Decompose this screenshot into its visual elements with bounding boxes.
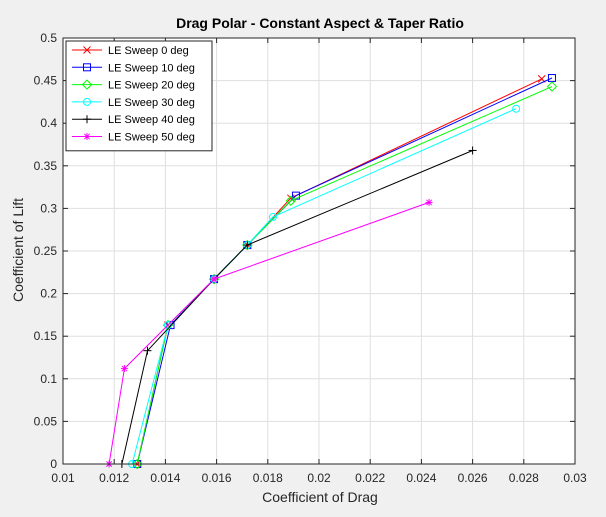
legend-label: LE Sweep 20 deg <box>108 80 195 92</box>
legend-marker <box>81 79 93 90</box>
chart-title: Drag Polar - Constant Aspect & Taper Rat… <box>176 15 464 31</box>
y-tick-label: 0 <box>50 457 57 471</box>
legend-marker <box>83 97 91 106</box>
x-axis-label: Coefficient of Drag <box>262 489 378 505</box>
y-tick-label: 0.05 <box>34 414 58 428</box>
data-point <box>268 212 277 221</box>
data-point <box>512 104 521 113</box>
legend-entry: LE Sweep 0 deg <box>72 45 189 57</box>
legend-marker <box>83 133 91 140</box>
data-point <box>120 365 128 373</box>
x-tick-label: 0.014 <box>150 471 180 485</box>
legend-entry: LE Sweep 10 deg <box>72 62 195 74</box>
x-tick-label: 0.03 <box>563 471 587 485</box>
legend-marker <box>83 46 91 54</box>
y-tick-label: 0.45 <box>34 74 58 88</box>
legend-entry: LE Sweep 20 deg <box>72 79 195 92</box>
legend-entry: LE Sweep 40 deg <box>72 114 195 126</box>
data-point <box>286 194 295 203</box>
data-point <box>132 458 143 470</box>
data-point <box>285 195 297 206</box>
data-point <box>210 275 218 283</box>
x-tick-label: 0.018 <box>253 471 283 485</box>
data-point <box>546 81 558 92</box>
series-layer <box>105 74 558 470</box>
x-tick-label: 0.012 <box>99 471 129 485</box>
legend-box <box>65 40 213 152</box>
y-tick-label: 0.5 <box>40 31 57 45</box>
tick-marks: 0.01 0.012 0.014 0.016 0.018 0.02 0.022 0.024 0.… <box>34 31 587 485</box>
legend-label: LE Sweep 0 deg <box>108 45 189 57</box>
y-axis-label: Coefficient of Lift <box>10 198 26 302</box>
x-tick-label: 0.024 <box>406 471 436 485</box>
legend-label: LE Sweep 50 deg <box>108 132 195 144</box>
legend-entry: LE Sweep 50 deg <box>72 132 195 144</box>
y-tick-label: 0.4 <box>40 116 57 130</box>
series-6 <box>105 198 433 468</box>
x-tick-label: 0.01 <box>51 471 75 485</box>
legend-marker <box>83 63 91 72</box>
y-tick-label: 0.15 <box>34 329 58 343</box>
y-tick-label: 0.1 <box>40 372 57 386</box>
y-tick-label: 0.2 <box>40 287 57 301</box>
legend-label: LE Sweep 30 deg <box>108 97 195 109</box>
data-point <box>468 146 477 155</box>
y-tick-label: 0.3 <box>40 201 57 215</box>
data-point <box>291 191 300 200</box>
data-point <box>143 346 152 355</box>
data-point <box>243 241 252 250</box>
series-line <box>108 201 430 465</box>
y-tick-label: 0.25 <box>34 244 58 258</box>
legend-label: LE Sweep 40 deg <box>108 114 195 126</box>
x-tick-label: 0.022 <box>355 471 385 485</box>
x-tick-label: 0.02 <box>307 471 331 485</box>
y-tick-label: 0.35 <box>34 159 58 173</box>
legend-marker <box>83 115 91 124</box>
legend-label: LE Sweep 10 deg <box>108 62 195 74</box>
x-tick-label: 0.016 <box>202 471 232 485</box>
legend: LE Sweep 0 deg LE Sweep 10 deg LE Sweep 20… <box>65 40 213 152</box>
data-point <box>425 198 433 206</box>
legend-entry: LE Sweep 30 deg <box>72 97 195 109</box>
x-tick-label: 0.026 <box>458 471 488 485</box>
data-point <box>166 321 175 330</box>
x-tick-label: 0.028 <box>509 471 539 485</box>
